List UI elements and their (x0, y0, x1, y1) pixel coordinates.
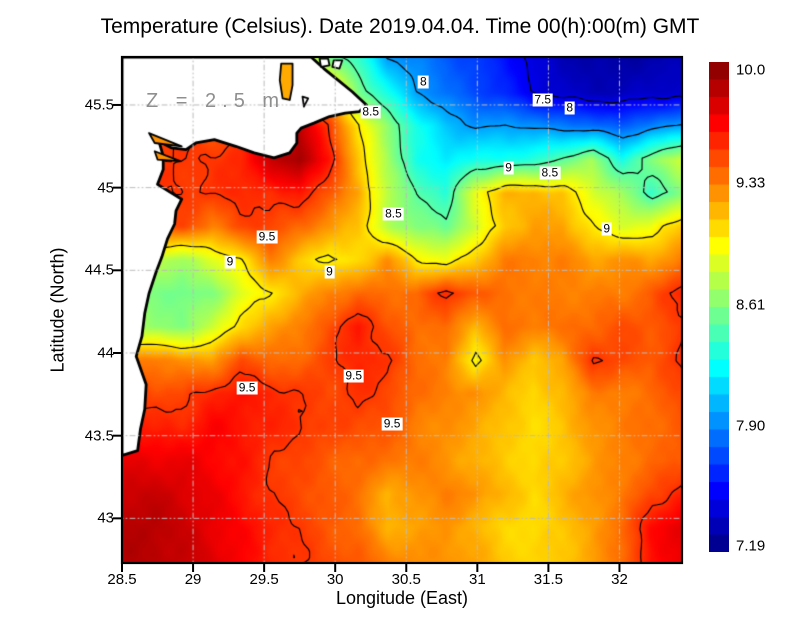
x-tick-label: 32 (611, 571, 628, 588)
x-tick-label: 29.5 (249, 571, 279, 588)
colorbar-tick-label: 7.19 (736, 537, 766, 555)
contour-label: 9.5 (256, 229, 278, 244)
contour-label: 9 (324, 264, 335, 279)
depth-annotation: Z = 2.5 m (146, 90, 286, 112)
contour-label: 9.5 (236, 380, 258, 395)
contour-label: 9 (601, 221, 612, 236)
x-tick-label: 29 (184, 571, 202, 588)
contour-label: 9 (224, 254, 236, 269)
contour-label: 9 (503, 160, 514, 175)
contour-label: 8 (417, 74, 429, 89)
y-tick-label: 43 (97, 509, 114, 527)
contour-label: 8.5 (539, 165, 561, 180)
contour-label: 9.5 (343, 368, 365, 383)
x-tick-label: 31.5 (533, 571, 563, 588)
y-tick-label: 44.5 (84, 261, 114, 279)
x-tick-label: 30.5 (391, 571, 421, 588)
figure-title: Temperature (Celsius). Date 2019.04.04. … (100, 15, 700, 38)
contour-label: 7.5 (532, 92, 554, 107)
y-tick-label: 45.5 (84, 96, 114, 114)
colorbar-tick-label: 10.0 (736, 61, 766, 79)
colorbar-tick-label: 7.90 (736, 417, 766, 435)
colorbar-tick-label: 9.33 (736, 174, 766, 192)
y-tick-label: 45 (97, 179, 114, 197)
x-tick-label: 31 (468, 571, 486, 588)
contour-label: 8.5 (360, 104, 382, 119)
colorbar-tick-label: 8.61 (736, 296, 766, 314)
contour-label: 8.5 (383, 206, 404, 221)
contour-label: 8 (564, 100, 576, 115)
x-axis-label: Longitude (East) (335, 588, 469, 608)
y-tick-label: 43.5 (84, 427, 114, 445)
temperature-heatmap-canvas (122, 57, 682, 563)
y-axis-label: Latitude (North) (47, 247, 68, 373)
map-plot-area: 8 8.5 7.5 8 9 8.5 8.5 9 9.5 9 9 9.5 9.5 9.5 Z = 2.5 m (122, 57, 682, 563)
x-tick-label: 28.5 (107, 571, 137, 588)
x-tick-label: 30 (326, 571, 344, 588)
y-tick-label: 44 (97, 344, 114, 362)
contour-label: 9.5 (381, 416, 403, 431)
colorbar (709, 62, 729, 552)
